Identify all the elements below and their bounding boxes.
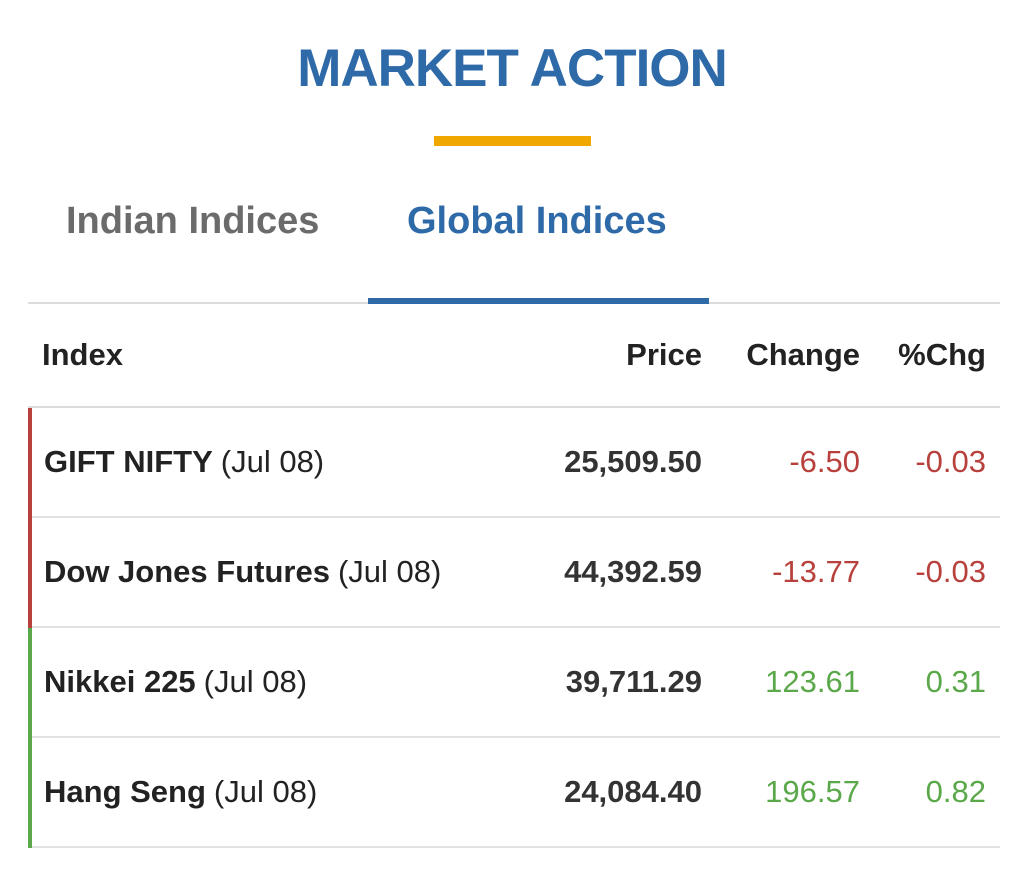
- index-name-cell: Nikkei 225 (Jul 08): [44, 628, 514, 736]
- index-name: GIFT NIFTY: [44, 444, 213, 479]
- index-pct-change: -0.03: [915, 444, 986, 479]
- index-name: Hang Seng: [44, 774, 206, 809]
- page-title: MARKET ACTION: [297, 39, 728, 98]
- index-date: (Jul 08): [213, 774, 318, 809]
- table-row[interactable]: Nikkei 225 (Jul 08) 39,711.29 123.61 0.3…: [28, 628, 1000, 738]
- index-name-cell: Dow Jones Futures (Jul 08): [44, 518, 514, 626]
- index-date: (Jul 08): [203, 664, 308, 699]
- trend-indicator-bar: [28, 628, 32, 738]
- index-date: (Jul 08): [337, 554, 442, 589]
- index-change: 196.57: [765, 774, 860, 809]
- tab-indian-indices[interactable]: Indian Indices: [66, 200, 320, 242]
- table-row[interactable]: Hang Seng (Jul 08) 24,084.40 196.57 0.82: [28, 738, 1000, 848]
- index-change: -6.50: [789, 444, 860, 479]
- column-header-pct-change: %Chg: [898, 337, 986, 372]
- active-tab-indicator: [368, 298, 709, 304]
- indices-table: Index Price Change %Chg GIFT NIFTY (Jul …: [28, 304, 1000, 848]
- table-header: Index Price Change %Chg: [28, 304, 1000, 408]
- index-price: 24,084.40: [564, 774, 702, 809]
- index-price: 39,711.29: [565, 664, 702, 699]
- index-change: 123.61: [765, 664, 860, 699]
- trend-indicator-bar: [28, 738, 32, 848]
- index-name: Nikkei 225: [44, 664, 196, 699]
- index-name-cell: GIFT NIFTY (Jul 08): [44, 408, 514, 516]
- index-pct-change: 0.31: [925, 664, 986, 699]
- index-price: 44,392.59: [564, 554, 702, 589]
- column-header-index: Index: [42, 337, 123, 372]
- column-header-price: Price: [626, 337, 702, 372]
- tab-global-indices[interactable]: Global Indices: [407, 200, 667, 242]
- index-name: Dow Jones Futures: [44, 554, 330, 589]
- index-pct-change: 0.82: [925, 774, 986, 809]
- index-date: (Jul 08): [220, 444, 325, 479]
- trend-indicator-bar: [28, 518, 32, 628]
- title-underline: [434, 136, 591, 146]
- table-row[interactable]: Dow Jones Futures (Jul 08) 44,392.59 -13…: [28, 518, 1000, 628]
- index-pct-change: -0.03: [915, 554, 986, 589]
- table-row[interactable]: GIFT NIFTY (Jul 08) 25,509.50 -6.50 -0.0…: [28, 408, 1000, 518]
- column-header-change: Change: [746, 337, 860, 372]
- trend-indicator-bar: [28, 408, 32, 518]
- index-change: -13.77: [772, 554, 860, 589]
- index-price: 25,509.50: [564, 444, 702, 479]
- index-name-cell: Hang Seng (Jul 08): [44, 738, 514, 846]
